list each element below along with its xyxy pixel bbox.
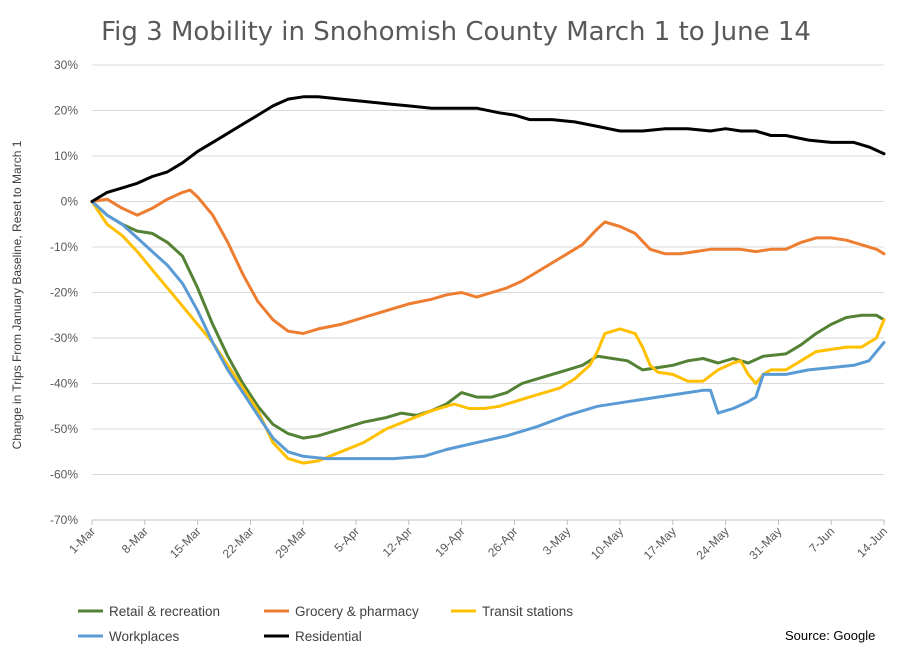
x-tick-label: 15-Mar	[167, 524, 204, 561]
y-tick-label: 20%	[54, 104, 78, 118]
legend: Retail & recreation Grocery & pharmacy Tra…	[78, 604, 573, 644]
x-tick-label: 3-May	[540, 524, 573, 557]
series-line-workplaces	[90, 200, 886, 461]
legend-item-grocery-pharmacy: Grocery & pharmacy	[264, 604, 419, 619]
x-tick-label: 7-Jun	[806, 524, 837, 555]
x-tick-label: 22-Mar	[220, 524, 257, 561]
x-tick-label: 12-Apr	[380, 524, 415, 559]
y-tick-label: -70%	[50, 513, 78, 527]
legend-label: Workplaces	[109, 629, 180, 644]
legend-label: Retail & recreation	[109, 604, 220, 619]
x-tick-label: 31-May	[746, 524, 784, 562]
y-tick-label: 10%	[54, 149, 78, 163]
x-tick-label: 1-Mar	[66, 524, 98, 556]
series-lines	[90, 95, 886, 465]
y-tick-label: -10%	[50, 240, 78, 254]
y-tick-label: -40%	[50, 377, 78, 391]
x-axis: 1-Mar 8-Mar 15-Mar 22-Mar 29-Mar 5-Apr 12-Apr 1…	[66, 519, 890, 562]
x-tick-label: 24-May	[694, 524, 732, 562]
source-label: Source: Google	[785, 628, 875, 643]
y-tick-label: 0%	[61, 195, 79, 209]
legend-item-transit-stations: Transit stations	[451, 604, 573, 619]
y-axis-label: Change in Trips From January Baseline, R…	[10, 140, 24, 449]
y-tick-label: -60%	[50, 468, 78, 482]
series-line-retail-recreation	[90, 200, 886, 440]
x-tick-label: 29-Mar	[273, 524, 310, 561]
x-tick-label: 19-Apr	[432, 524, 467, 559]
x-tick-label: 10-May	[588, 524, 626, 562]
x-tick-label: 14-Jun	[854, 524, 890, 560]
x-tick-label: 5-Apr	[331, 524, 362, 555]
x-tick-label: 17-May	[641, 524, 679, 562]
y-axis-tick-labels: 30% 20% 10% 0% -10% -20% -30% -40% -50% -60% -70%	[50, 58, 78, 527]
y-tick-label: -30%	[50, 331, 78, 345]
chart-title: Fig 3 Mobility in Snohomish County March…	[101, 17, 811, 47]
y-tick-label: -20%	[50, 286, 78, 300]
series-line-transit-stations	[90, 200, 886, 465]
x-tick-label: 26-Apr	[485, 524, 520, 559]
y-tick-label: 30%	[54, 58, 78, 72]
legend-item-residential: Residential	[264, 629, 362, 644]
series-line-grocery-pharmacy	[90, 188, 886, 335]
x-tick-label: 8-Mar	[119, 524, 151, 556]
y-tick-label: -50%	[50, 422, 78, 436]
legend-label: Grocery & pharmacy	[295, 604, 419, 619]
series-line-residential	[90, 95, 886, 203]
legend-item-workplaces: Workplaces	[78, 629, 180, 644]
legend-label: Residential	[295, 629, 362, 644]
legend-label: Transit stations	[482, 604, 573, 619]
legend-item-retail-recreation: Retail & recreation	[78, 604, 220, 619]
